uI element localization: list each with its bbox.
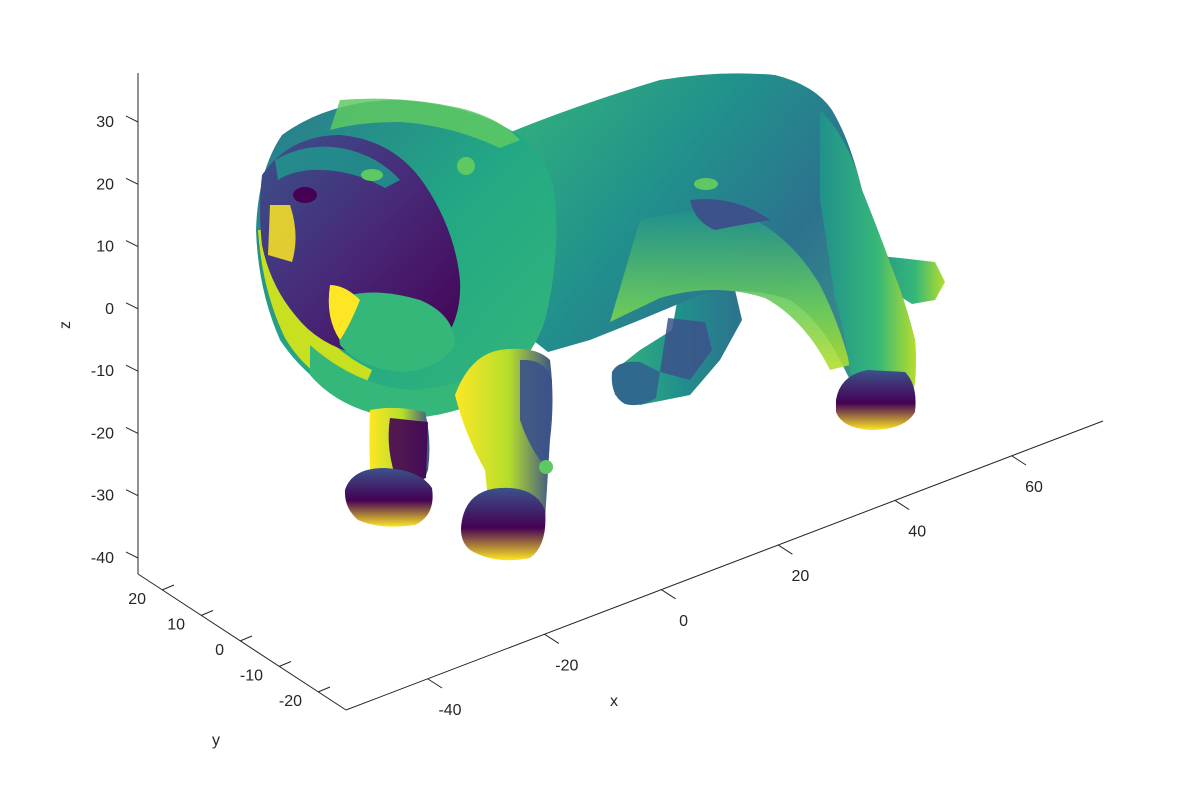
z-tick-label: 0 <box>105 301 114 318</box>
z-tick-label: -30 <box>91 488 114 505</box>
lion-eye-right <box>361 169 383 181</box>
lion-body-spot <box>694 178 718 190</box>
x-tick-mark <box>1011 455 1027 466</box>
axes-frame <box>137 73 1104 711</box>
y-tick-mark <box>317 686 331 693</box>
lion-ear <box>457 157 475 175</box>
y-tick-label: -10 <box>240 668 263 685</box>
lion-surface <box>256 73 945 561</box>
z-tick-mark <box>125 177 139 185</box>
lion-back-left-paw <box>611 361 660 406</box>
x-tick-label: -40 <box>438 702 461 719</box>
z-tick-label: 10 <box>96 239 114 256</box>
lion-mane-top <box>330 98 520 148</box>
x-axis-ticks: -40 -20 0 20 40 60 <box>427 455 1043 719</box>
x-tick-mark <box>661 589 676 600</box>
z-axis-label: z <box>57 321 74 329</box>
x-tick-label: 20 <box>792 568 810 585</box>
z-axis-ticks: -40 -30 -20 -10 0 10 20 30 <box>91 114 139 567</box>
lion-eye-left <box>293 187 317 203</box>
y-tick-mark <box>200 610 214 616</box>
lion-front-left-leg-dark <box>388 418 428 484</box>
z-tick-label: -10 <box>91 363 114 380</box>
x-tick-mark <box>544 633 560 644</box>
x-tick-label: -20 <box>555 657 578 674</box>
z-tick-mark <box>125 302 139 310</box>
lion-chin <box>310 345 498 419</box>
lion-back-left-leg-shadow <box>660 318 712 380</box>
y-tick-mark <box>239 635 253 642</box>
y-axis-line <box>137 573 347 711</box>
y-tick-label: 0 <box>215 642 224 659</box>
lion-muzzle-highlight <box>328 285 360 340</box>
x-tick-label: 60 <box>1025 479 1043 496</box>
z-tick-mark <box>125 426 139 434</box>
y-tick-label: 10 <box>167 617 185 634</box>
x-tick-mark <box>778 544 793 555</box>
z-tick-mark <box>125 115 139 123</box>
y-tick-label: 20 <box>128 591 146 608</box>
lion-back-right-paw <box>836 370 916 430</box>
lion-stray-point <box>539 460 553 474</box>
lion-muzzle <box>335 292 455 372</box>
x-tick-mark <box>427 678 443 689</box>
lion-front-right-paw <box>461 487 546 561</box>
z-tick-mark <box>125 551 139 559</box>
lion-flank-dark <box>690 199 770 230</box>
x-axis-line <box>345 420 1104 711</box>
x-tick-label: 0 <box>679 613 688 630</box>
y-tick-label: -20 <box>279 693 302 710</box>
z-tick-mark <box>125 489 139 497</box>
y-axis-label: y <box>212 732 220 749</box>
y-tick-mark <box>161 584 175 591</box>
lion-front-left-paw <box>344 468 433 527</box>
x-axis-label: x <box>610 693 618 710</box>
lion-cheek-yellow <box>268 205 296 262</box>
lion-belly <box>610 211 850 370</box>
lion-back-right-leg <box>820 110 916 402</box>
x-tick-mark <box>894 500 910 511</box>
x-tick-label: 40 <box>908 524 926 541</box>
y-tick-mark <box>278 661 292 667</box>
z-tick-mark <box>125 364 139 372</box>
y-axis-ticks: -20 -10 0 10 20 <box>128 584 331 710</box>
z-tick-mark <box>125 240 139 248</box>
lion-front-right-leg-dark <box>520 359 552 470</box>
z-tick-label: 20 <box>96 176 114 193</box>
z-tick-label: 30 <box>96 114 114 131</box>
z-tick-label: -40 <box>91 550 114 567</box>
z-tick-label: -20 <box>91 425 114 442</box>
